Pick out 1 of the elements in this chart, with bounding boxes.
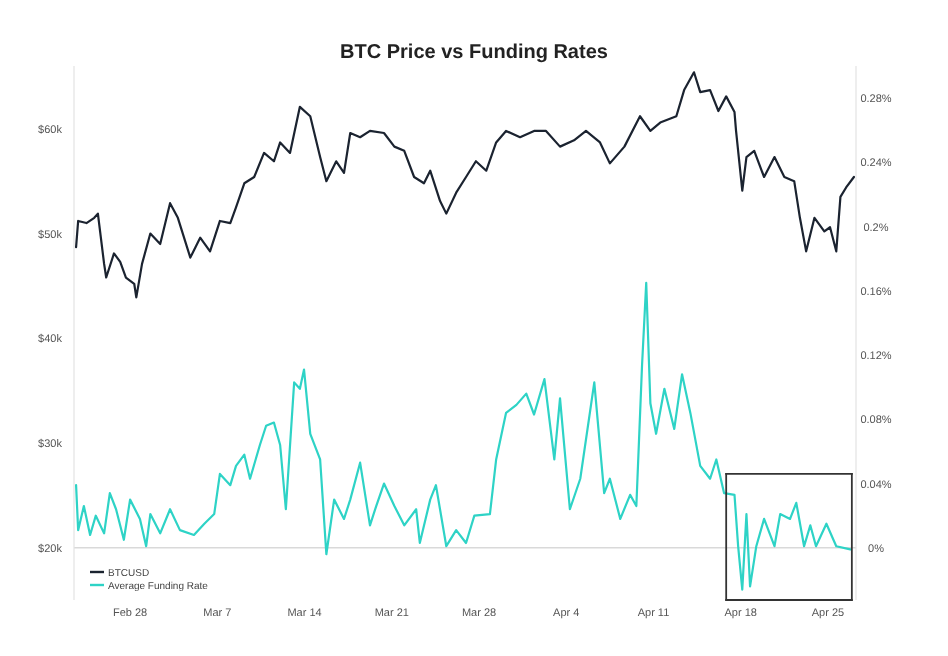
chart-title: BTC Price vs Funding Rates — [340, 42, 609, 64]
